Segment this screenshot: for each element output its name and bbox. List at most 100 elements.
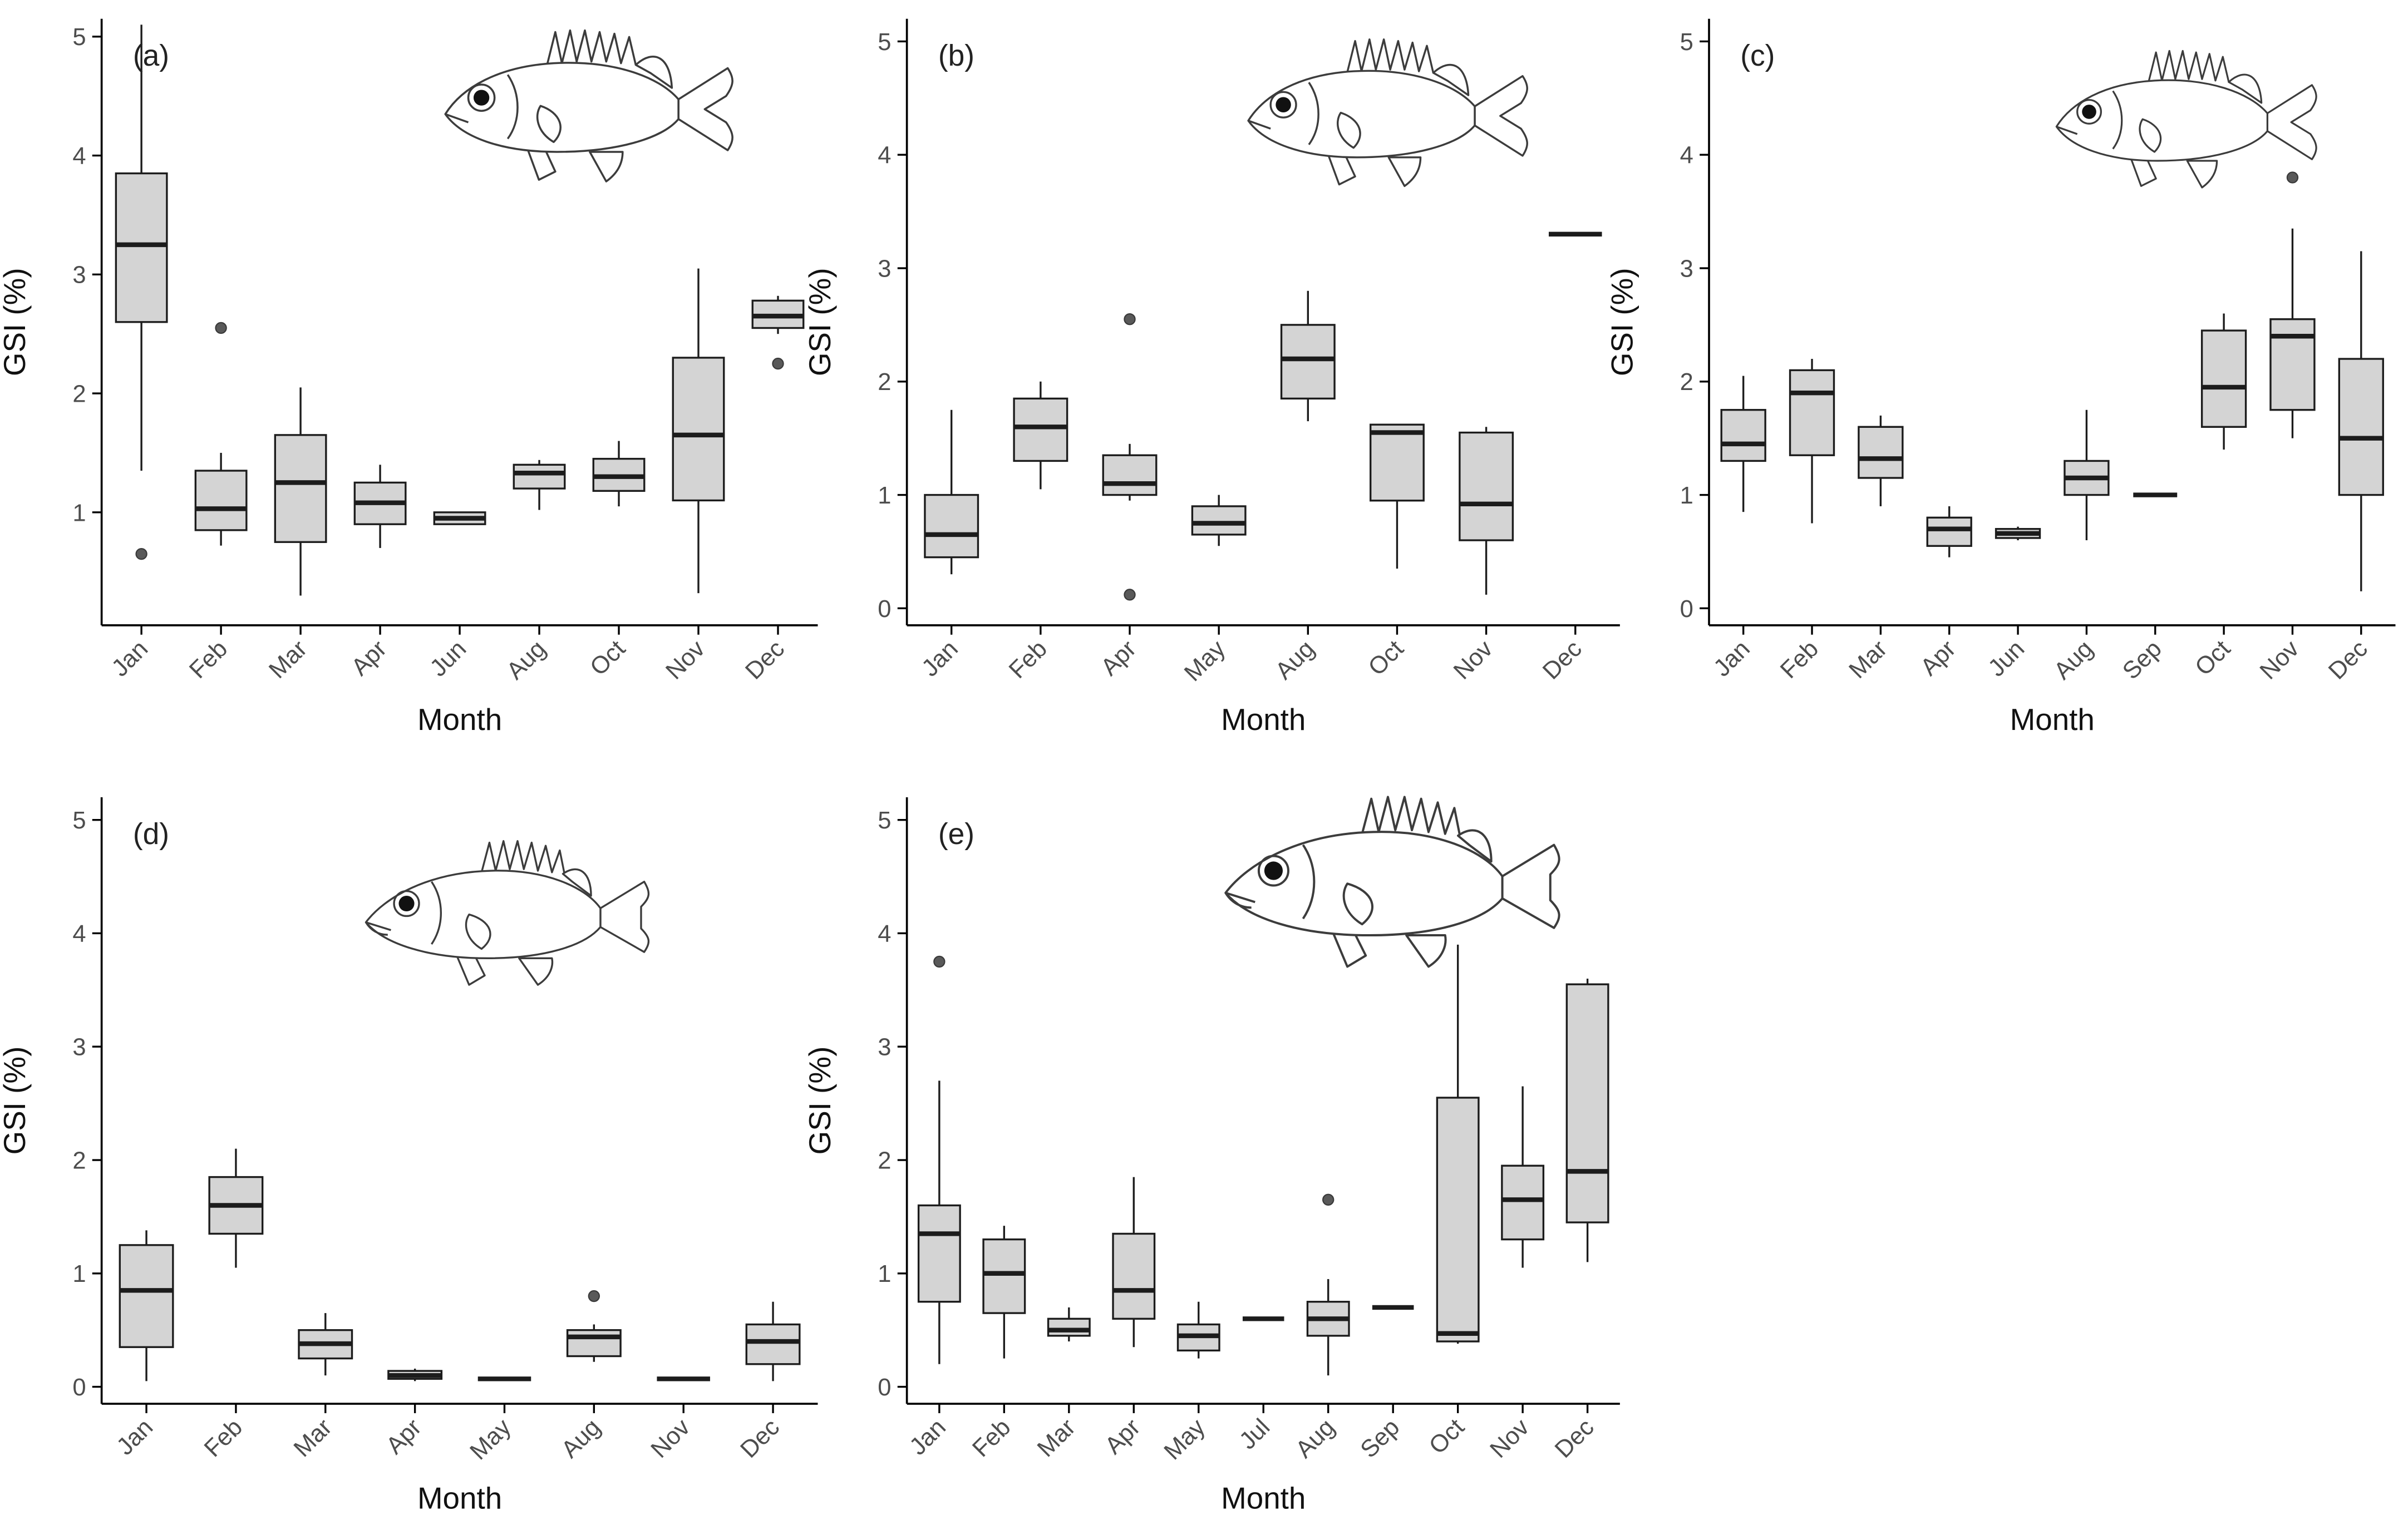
x-tick-label: Jan [107,635,154,682]
boxplot-Aug [513,460,566,510]
y-tick-label: 1 [1680,482,1693,509]
box [1280,324,1336,400]
fish-anal-fin [518,957,554,986]
x-axis-title: Month [417,702,502,737]
y-tick-label: 5 [72,24,86,51]
boxplot-Oct [592,441,646,507]
box [982,1238,1026,1314]
x-tick-label: Nov [1485,1414,1535,1463]
fish-mouth-line [1248,120,1271,130]
x-tick-label: Feb [1004,635,1052,684]
x-tick-label: May [465,1414,516,1465]
box [1191,505,1247,536]
y-axis-title: GSI (%) [802,1047,837,1155]
box [1459,431,1514,541]
x-axis-title: Month [1221,702,1306,737]
fish-tail-fin [2266,84,2317,160]
x-tick-label: Dec [1550,1414,1599,1463]
panel-e: 0 1 2 3 4 5 Jan Feb Mar Apr May Jul Aug Sep Oct Nov Dec M… [802,796,1620,1515]
x-tick-label: Jun [425,635,472,682]
box [745,1323,801,1365]
x-axis-title: Month [1221,1481,1306,1514]
x-tick-label: May [1159,1414,1210,1465]
boxplot-Mar [1858,415,1904,506]
y-tick-label: 5 [878,807,891,834]
x-tick-label: Mar [289,1414,337,1462]
boxplot-Jan [119,1230,174,1381]
y-tick-label: 5 [72,807,86,834]
box [1047,1317,1091,1337]
box [1501,1164,1545,1241]
fish-eye-ring [2076,98,2102,125]
boxplot-May [1191,495,1247,546]
boxplot-Mar [298,1313,353,1376]
fish-body-outline [365,870,602,960]
fish-illustration-icon [2055,50,2317,189]
boxplot-Jan [924,409,979,575]
boxplot-Apr [1112,1177,1156,1348]
y-tick-label: 2 [878,1147,891,1174]
panel-c: 0 1 2 3 4 5 Jan Feb Mar Apr Jun Aug Sep Oct Nov Dec Mont… [1604,18,2396,737]
fish-pelvic-fin [455,954,486,986]
fish-pectoral-fin [465,913,491,950]
x-tick-label: Dec [1538,635,1587,685]
x-tick-label: Jan [1708,635,1755,682]
boxplot-May [1176,1301,1220,1359]
fish-body-outline [2055,79,2268,162]
box [1013,397,1068,462]
x-tick-label: Dec [735,1414,785,1463]
fish-pelvic-fin [1331,930,1367,968]
outlier-point [1124,589,1136,601]
y-tick-label: 3 [1680,255,1693,282]
boxplot-Feb [1013,381,1068,490]
boxplot-Feb [208,1148,264,1268]
outlier-point [772,357,784,370]
y-tick-label: 1 [878,1261,891,1287]
x-tick-label: Jan [904,1414,951,1460]
y-tick-label: 0 [72,1374,86,1401]
x-tick-label: Jun [1983,635,2030,682]
box [672,357,725,502]
box [1926,516,1972,547]
fish-eye [2082,105,2096,119]
outlier-point [1322,1193,1335,1206]
x-tick-label: Oct [1363,635,1409,681]
outlier-point [135,547,147,560]
box [1370,423,1425,502]
fish-tail-fin [1474,75,1528,157]
box [194,470,248,531]
x-tick-label: Jan [112,1414,159,1460]
box [1789,369,1835,456]
panel-a: 1 2 3 4 5 Jan Feb Mar Apr Jun Aug Oct Nov Dec Month GSI… [0,18,818,737]
fish-tail-fin [599,880,650,953]
boxplot-Jan [1720,376,1766,512]
boxplot-Oct [1436,944,1480,1344]
boxplot-Dec [745,1301,801,1381]
x-tick-label: Aug [2049,635,2099,685]
boxplot-Oct [2200,313,2247,450]
fish-eye-ring [1269,91,1297,119]
fish-eye [1276,97,1291,113]
fish-illustration-icon [1247,38,1528,187]
x-tick-label: Apr [1096,635,1141,681]
x-tick-label: Mar [1844,635,1893,684]
fish-eye [473,90,490,106]
fish-soft-dorsal-fin [1456,829,1493,863]
fish-pelvic-fin [1327,153,1356,186]
x-tick-label: Oct [1424,1414,1470,1459]
fish-dorsal-spines [2148,50,2230,82]
fish-anal-fin [589,151,624,182]
x-tick-label: Oct [585,635,631,681]
x-tick-label: May [1179,635,1230,687]
y-tick-label: 4 [1680,142,1693,169]
x-tick-label: Feb [184,635,233,684]
boxplot-Oct [1370,423,1425,569]
x-tick-label: Mar [1032,1414,1081,1462]
box [2200,329,2247,428]
x-tick-label: Dec [2323,635,2373,685]
boxplot-Nov [672,268,725,594]
boxplot-Mar [274,387,327,596]
y-tick-label: 2 [72,1147,86,1174]
